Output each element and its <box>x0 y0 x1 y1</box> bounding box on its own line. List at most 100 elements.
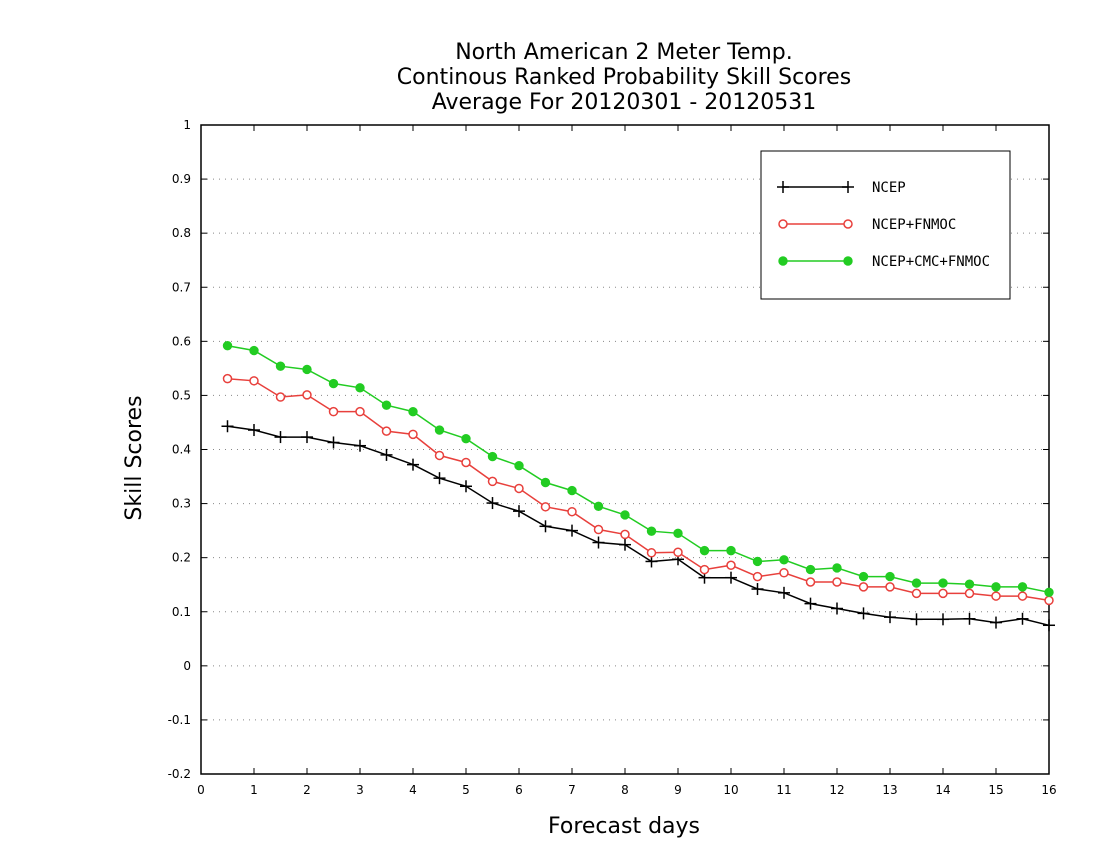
x-tick-label: 15 <box>988 783 1003 797</box>
legend-label: NCEP+FNMOC <box>872 217 956 233</box>
data-point <box>222 420 234 432</box>
y-axis-label: Skill Scores <box>122 395 147 520</box>
data-point <box>833 564 841 572</box>
data-point <box>619 539 631 551</box>
data-point <box>250 346 258 354</box>
data-point <box>303 391 311 399</box>
data-point <box>884 611 896 623</box>
data-point <box>648 549 656 557</box>
data-point <box>805 598 817 610</box>
data-point <box>965 580 973 588</box>
data-point <box>859 572 867 580</box>
x-tick-label: 9 <box>674 783 682 797</box>
series-layer <box>222 341 1056 631</box>
data-point <box>833 578 841 586</box>
data-point <box>462 434 470 442</box>
data-point <box>701 566 709 574</box>
chart-title: North American 2 Meter Temp. Continous R… <box>397 40 851 115</box>
data-point <box>488 452 496 460</box>
x-tick-label: 1 <box>250 783 258 797</box>
x-tick-label: 16 <box>1041 783 1056 797</box>
data-point <box>224 375 232 383</box>
x-tick-label: 14 <box>935 783 950 797</box>
x-tick-label: 13 <box>882 783 897 797</box>
data-point <box>860 583 868 591</box>
legend-label: NCEP+CMC+FNMOC <box>872 254 990 270</box>
y-tick-label: 0.4 <box>172 443 191 457</box>
x-tick-label: 2 <box>303 783 311 797</box>
y-tick-label: 0.5 <box>172 388 191 402</box>
x-tick-label: 8 <box>621 783 629 797</box>
data-point <box>844 257 852 265</box>
data-point <box>435 426 443 434</box>
data-point <box>778 587 790 599</box>
y-tick-label: -0.2 <box>168 767 191 781</box>
data-point <box>621 530 629 538</box>
y-tick-label: 0.1 <box>172 605 191 619</box>
data-point <box>277 393 285 401</box>
data-point <box>542 503 550 511</box>
data-point <box>436 451 444 459</box>
title-line-1: North American 2 Meter Temp. <box>455 40 793 65</box>
data-point <box>939 589 947 597</box>
data-point <box>383 427 391 435</box>
data-point <box>939 579 947 587</box>
x-tick-label: 11 <box>776 783 791 797</box>
data-point <box>1045 596 1053 604</box>
x-tick-label: 7 <box>568 783 576 797</box>
data-point <box>727 546 735 554</box>
data-point <box>487 497 499 509</box>
data-point <box>1017 613 1029 625</box>
data-point <box>806 565 814 573</box>
series-ncep-fnmoc <box>224 375 1054 605</box>
x-tick-label: 4 <box>409 783 417 797</box>
data-point <box>354 440 366 452</box>
data-point <box>674 548 682 556</box>
data-point <box>725 572 737 584</box>
data-point <box>992 592 1000 600</box>
data-point <box>647 527 655 535</box>
series-line <box>228 379 1050 601</box>
data-point <box>594 502 602 510</box>
y-tick-label: 0.7 <box>172 280 191 294</box>
data-point <box>515 484 523 492</box>
x-tick-label: 5 <box>462 783 470 797</box>
series-line <box>228 346 1050 593</box>
data-point <box>248 424 260 436</box>
data-point <box>275 431 287 443</box>
legend: NCEP NCEP+FNMOC NCEP+CMC+FNMOC <box>761 151 1010 299</box>
data-point <box>462 458 470 466</box>
data-point <box>541 478 549 486</box>
data-point <box>460 480 472 492</box>
data-point <box>779 257 787 265</box>
data-point <box>566 525 578 537</box>
data-point <box>753 557 761 565</box>
series-ncep <box>222 420 1056 631</box>
data-point <box>780 569 788 577</box>
y-tick-label: 0.9 <box>172 172 191 186</box>
chart-svg: North American 2 Meter Temp. Continous R… <box>0 0 1100 850</box>
data-point <box>434 472 446 484</box>
data-point <box>540 520 552 532</box>
data-point <box>356 408 364 416</box>
data-point <box>858 607 870 619</box>
data-point <box>250 377 258 385</box>
series-ncep-cmc-fnmoc <box>223 341 1053 596</box>
data-point <box>515 462 523 470</box>
data-point <box>593 537 605 549</box>
data-point <box>1018 583 1026 591</box>
data-point <box>886 583 894 591</box>
data-point <box>913 589 921 597</box>
y-tick-label: 0.8 <box>172 226 191 240</box>
x-tick-label: 12 <box>829 783 844 797</box>
x-axis-label: Forecast days <box>548 814 700 839</box>
data-point <box>595 526 603 534</box>
data-point <box>727 561 735 569</box>
x-tick-label: 10 <box>723 783 738 797</box>
data-point <box>780 556 788 564</box>
data-point <box>937 613 949 625</box>
data-point <box>513 505 525 517</box>
data-point <box>223 341 231 349</box>
data-point <box>409 407 417 415</box>
data-point <box>621 511 629 519</box>
